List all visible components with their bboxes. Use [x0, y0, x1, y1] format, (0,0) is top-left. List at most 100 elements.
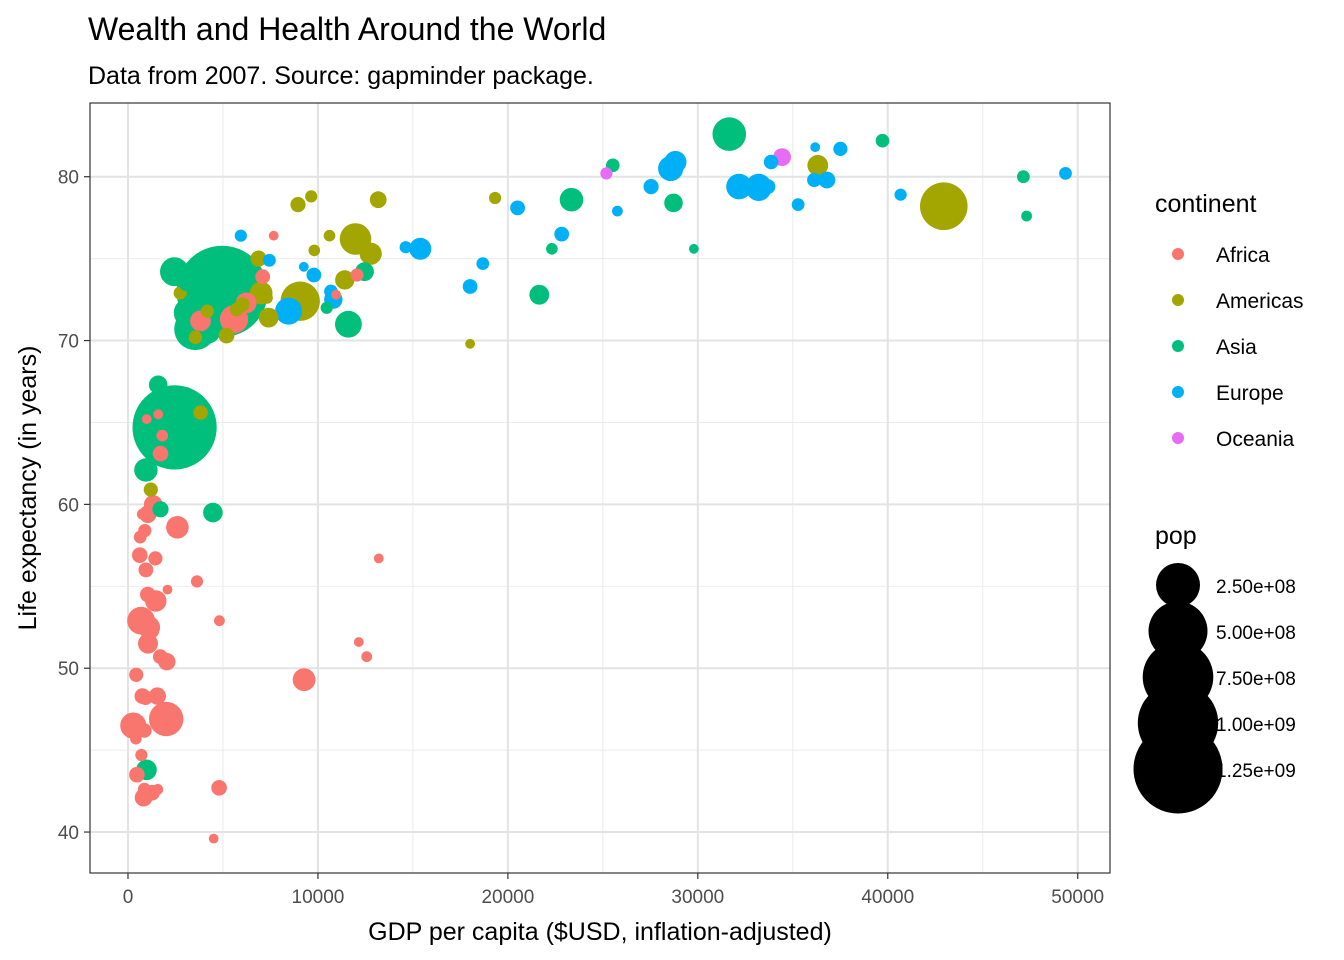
point-asia [875, 133, 890, 148]
y-axis-label: Life expectancy (in years) [14, 346, 42, 631]
point-asia [335, 310, 362, 338]
color-legend: continent Africa Americas Asia Europe Oceani… [1155, 190, 1304, 451]
size-legend: pop 2.50e+08 5.00e+08 7.50e+08 1.00e+09 1.25… [1133, 522, 1296, 814]
point-africa [132, 547, 148, 563]
point-americas [200, 304, 214, 318]
point-africa [208, 833, 219, 844]
point-africa [135, 748, 148, 762]
x-axis: 0 10000 20000 30000 40000 50000 [123, 873, 1104, 908]
point-africa [255, 269, 271, 285]
legend-label-europe: Europe [1216, 382, 1284, 405]
point-asia [1017, 170, 1030, 184]
x-tick-label: 10000 [292, 887, 345, 908]
point-africa [292, 668, 316, 692]
point-asia [320, 301, 333, 314]
point-africa [138, 690, 153, 705]
point-asia [158, 395, 197, 434]
point-asia [181, 387, 193, 399]
x-tick-label: 30000 [671, 887, 724, 908]
point-europe [612, 205, 623, 217]
point-europe [760, 179, 776, 195]
point-europe [554, 226, 570, 242]
legend-label-asia: Asia [1216, 336, 1257, 359]
y-tick-label: 60 [58, 495, 79, 516]
size-legend-label: 5.00e+08 [1216, 623, 1296, 644]
size-legend-label: 1.00e+09 [1216, 715, 1296, 736]
point-africa [166, 516, 189, 539]
point-africa [137, 782, 151, 797]
point-asia [529, 284, 550, 305]
point-americas [230, 302, 244, 317]
legend-key-africa [1172, 248, 1184, 260]
legend-label-americas: Americas [1216, 290, 1304, 313]
point-europe [726, 173, 752, 200]
legend-key-europe [1172, 386, 1184, 398]
point-africa [129, 766, 145, 783]
size-legend-label: 2.50e+08 [1216, 577, 1296, 598]
point-americas [290, 197, 306, 213]
point-europe [1059, 167, 1072, 180]
point-asia [664, 193, 683, 213]
point-africa [211, 780, 227, 796]
point-europe [791, 198, 805, 212]
y-tick-label: 70 [58, 332, 79, 353]
point-africa [350, 268, 364, 282]
point-asia [138, 432, 159, 453]
point-americas [335, 270, 355, 290]
point-europe [664, 150, 687, 174]
point-africa [133, 530, 147, 544]
point-africa [140, 586, 156, 603]
point-europe [306, 267, 322, 283]
plot-border [89, 102, 1111, 874]
point-americas [261, 292, 273, 304]
x-tick-label: 20000 [481, 887, 534, 908]
point-africa [162, 584, 173, 595]
point-africa [152, 784, 164, 795]
point-europe [298, 261, 309, 272]
x-tick-label: 40000 [861, 887, 914, 908]
point-americas [489, 191, 502, 205]
size-legend-label: 1.25e+09 [1216, 761, 1296, 782]
point-africa [149, 701, 184, 737]
point-asia [134, 458, 158, 482]
point-africa [214, 615, 225, 627]
point-europe [510, 200, 525, 216]
point-africa [141, 414, 152, 425]
point-asia [207, 293, 221, 307]
y-tick-label: 50 [58, 659, 79, 680]
x-tick-label: 50000 [1051, 887, 1104, 908]
point-asia [203, 502, 223, 523]
point-africa [331, 289, 341, 300]
point-africa [156, 429, 168, 442]
point-americas [258, 307, 279, 328]
point-africa [148, 551, 163, 566]
point-americas [188, 330, 203, 345]
y-tick-label: 80 [58, 168, 79, 189]
chart-title: Wealth and Health Around the World [88, 11, 606, 47]
point-africa [361, 651, 373, 663]
chart-subtitle: Data from 2007. Source: gapminder packag… [88, 62, 594, 90]
point-africa [129, 667, 144, 682]
size-legend-key [1133, 724, 1223, 814]
point-africa [138, 562, 154, 578]
point-oceania [600, 167, 613, 180]
x-tick-label: 0 [123, 887, 134, 908]
plot-panel [90, 103, 1110, 873]
point-africa [190, 575, 204, 588]
legend-key-oceania [1172, 432, 1184, 444]
point-europe [462, 279, 478, 294]
point-americas [218, 327, 235, 344]
point-africa [353, 637, 364, 647]
point-europe [643, 179, 659, 195]
point-europe [807, 172, 822, 188]
point-africa [138, 633, 158, 654]
point-europe [476, 257, 490, 270]
x-axis-label: GDP per capita ($USD, inflation-adjusted… [368, 918, 832, 946]
y-axis: 40 50 60 70 80 [58, 168, 90, 844]
point-asia [148, 375, 168, 395]
point-africa [130, 732, 142, 745]
point-africa [268, 230, 279, 241]
size-legend-title: pop [1155, 522, 1197, 550]
point-americas [323, 229, 336, 242]
